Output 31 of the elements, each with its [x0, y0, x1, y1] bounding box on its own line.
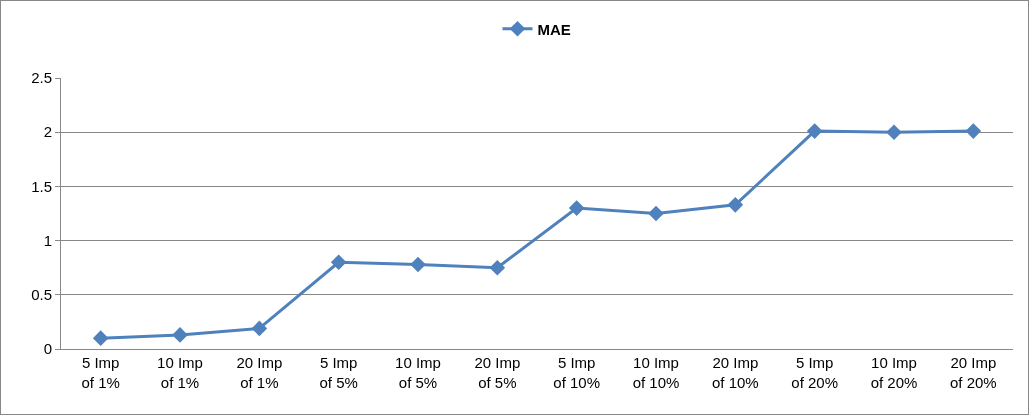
- x-tick-label: 5 Imp of 20%: [791, 354, 839, 391]
- x-tick-label: 5 Imp of 5%: [319, 354, 358, 391]
- x-tick-label: 5 Imp of 1%: [81, 354, 120, 391]
- point: [806, 123, 823, 139]
- x-tick-label: 10 Imp of 20%: [870, 354, 918, 391]
- point: [648, 205, 664, 222]
- x-tick-label: 10 Imp of 5%: [395, 354, 441, 391]
- y-tick-label: 0: [43, 340, 52, 358]
- legend-label: MAE: [537, 20, 571, 38]
- point: [92, 330, 109, 346]
- point: [568, 200, 585, 216]
- y-tick-label: 1.5: [31, 177, 52, 195]
- y-tick-label: 0.5: [31, 286, 52, 304]
- point: [965, 123, 982, 139]
- point: [489, 259, 506, 276]
- x-tick-label: 20 Imp of 10%: [711, 354, 759, 391]
- point: [886, 124, 902, 140]
- x-tick-label: 10 Imp of 10%: [632, 354, 680, 391]
- point: [251, 320, 268, 337]
- y-tick-label: 2: [43, 123, 52, 141]
- point: [727, 197, 744, 213]
- x-tick-label: 20 Imp of 20%: [949, 354, 997, 391]
- x-tick-label: 20 Imp of 5%: [474, 354, 521, 391]
- y-tick-label: 1: [43, 231, 52, 249]
- point: [410, 256, 426, 273]
- y-tick-label: 2.5: [31, 69, 52, 87]
- x-tick-label: 10 Imp of 1%: [157, 354, 203, 391]
- point: [172, 327, 188, 343]
- point: [330, 254, 347, 271]
- x-tick-label: 5 Imp of 10%: [553, 354, 601, 391]
- x-tick-label: 20 Imp of 1%: [236, 354, 283, 391]
